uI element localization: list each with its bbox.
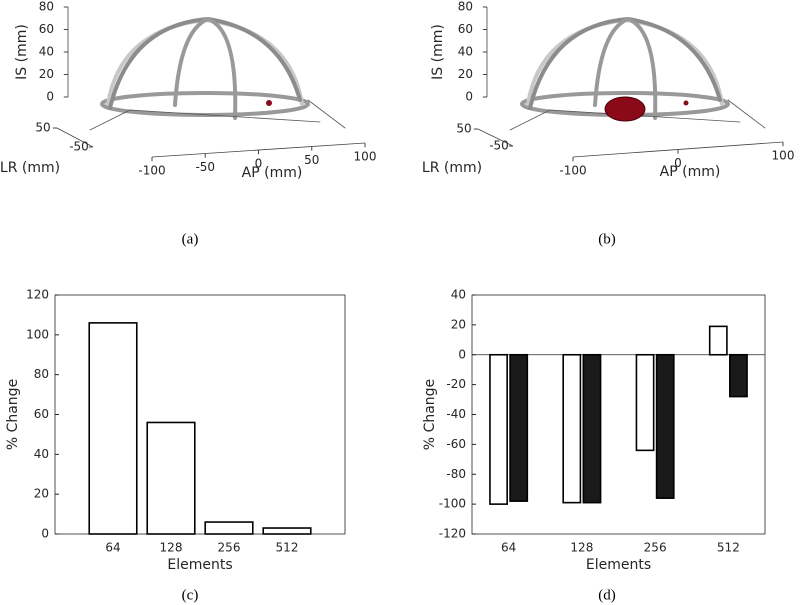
z-tick-label: 0 [46, 90, 54, 104]
y-tick-label: -120 [439, 527, 466, 541]
z-tick-label: 80 [458, 0, 473, 14]
x-tick-label: 100 [354, 150, 377, 164]
y-axis-label: LR (mm) [422, 160, 482, 176]
y-tick-label: -50 [69, 140, 89, 154]
bar [562, 353, 582, 504]
x-tick-label: -100 [559, 164, 586, 178]
bar [489, 353, 508, 505]
x-tick-label: -50 [195, 160, 215, 174]
x-tick-label: 128 [570, 541, 593, 555]
z-tick-label: 60 [39, 22, 54, 36]
x-tick-label: 128 [160, 541, 183, 555]
y-tick-label: -40 [446, 407, 466, 421]
z-tick-label: 40 [458, 45, 473, 59]
bar [146, 421, 196, 535]
z-tick-label: 40 [39, 45, 54, 59]
y-tick-label: 50 [35, 121, 50, 135]
bar [635, 353, 655, 452]
bar [88, 322, 138, 535]
x-axis-label: AP (mm) [242, 165, 303, 181]
y-axis [56, 127, 94, 148]
caption: (d) [598, 587, 616, 603]
x-tick-label: 512 [276, 541, 299, 555]
x-tick-label: -100 [138, 164, 165, 178]
bar [204, 521, 254, 535]
bar [708, 325, 728, 356]
y-axis-label: LR (mm) [0, 160, 60, 176]
z-tick-label: 80 [39, 0, 54, 14]
y-tick-label: 40 [451, 288, 466, 302]
y-tick-label: 0 [41, 527, 49, 541]
y-tick-label: 50 [456, 122, 471, 136]
bar [582, 353, 602, 504]
z-tick-label: 20 [39, 67, 54, 81]
caption: (b) [598, 231, 616, 247]
bar [262, 527, 312, 535]
x-tick-label: 64 [105, 541, 120, 555]
bar [729, 353, 748, 398]
y-axis [477, 128, 514, 147]
caption: (c) [182, 587, 199, 603]
x-axis-label: Elements [167, 557, 232, 573]
y-axis-label: % Change [5, 379, 21, 450]
y-tick-label: 20 [451, 317, 466, 331]
y-tick-label: -100 [439, 497, 466, 511]
x-tick-label: 512 [717, 541, 740, 555]
dome-b [509, 16, 766, 131]
caption: (a) [182, 231, 199, 247]
y-tick-label: -50 [489, 139, 509, 153]
x-tick-label: 50 [304, 153, 319, 167]
y-tick-label: -20 [446, 377, 466, 391]
y-tick-label: -60 [446, 437, 466, 451]
x-tick-label: 256 [218, 541, 241, 555]
dome-a [89, 16, 346, 131]
z-axis-label: IS (mm) [14, 24, 30, 80]
x-axis-label: Elements [586, 557, 651, 573]
bar [655, 353, 675, 499]
x-tick-label: 256 [644, 541, 667, 555]
z-tick-label: 20 [458, 67, 473, 81]
x-tick-label: 0 [674, 156, 682, 170]
bar [509, 353, 529, 502]
z-tick-label: 0 [465, 90, 473, 104]
y-tick-label: 60 [34, 407, 49, 421]
y-tick-label: 40 [34, 447, 49, 461]
z-tick-label: 60 [458, 22, 473, 36]
x-tick-label: 64 [501, 541, 516, 555]
y-tick-label: 80 [34, 367, 49, 381]
y-tick-label: 0 [458, 347, 466, 361]
y-tick-label: -80 [446, 467, 466, 481]
x-tick-label: 100 [772, 149, 795, 163]
x-tick-label: 0 [255, 157, 263, 171]
y-tick-label: 120 [26, 288, 49, 302]
y-axis-label: % Change [422, 379, 438, 450]
y-tick-label: 100 [26, 327, 49, 341]
x-axis-label: AP (mm) [660, 164, 721, 180]
z-axis-label: IS (mm) [430, 24, 446, 80]
y-tick-label: 20 [34, 487, 49, 501]
